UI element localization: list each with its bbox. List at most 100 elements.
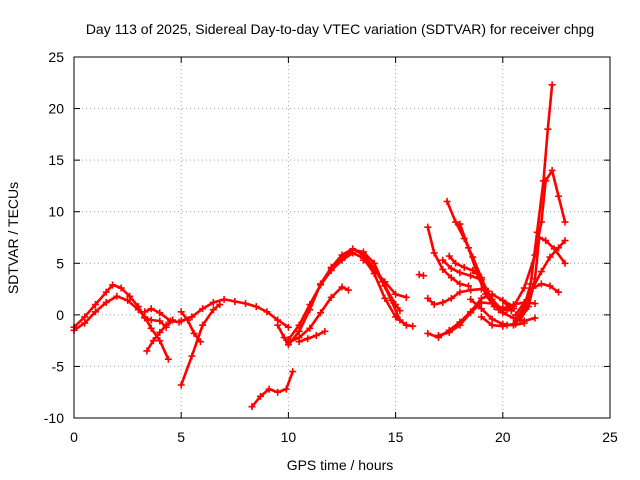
data-point-marker	[141, 308, 149, 316]
data-point-marker	[488, 321, 496, 329]
x-tick-label: 15	[388, 429, 404, 445]
x-tick-label: 0	[70, 429, 78, 445]
data-point-marker	[126, 292, 134, 300]
data-point-marker	[327, 293, 335, 301]
data-point-marker	[477, 313, 485, 321]
data-point-marker	[321, 327, 329, 335]
data-point-marker	[520, 319, 528, 327]
data-point-marker	[477, 305, 485, 313]
data-point-marker	[424, 329, 432, 337]
data-point-marker	[91, 301, 99, 309]
data-point-marker	[338, 254, 346, 262]
data-point-marker	[490, 303, 498, 311]
data-point-marker	[402, 321, 410, 329]
data-point-marker	[295, 338, 303, 346]
data-point-marker	[295, 321, 303, 329]
data-point-marker	[544, 125, 552, 133]
data-point-marker	[134, 306, 142, 314]
data-point-marker	[456, 269, 464, 277]
data-point-marker	[162, 321, 170, 329]
x-axis-label: GPS time / hours	[287, 457, 394, 473]
data-point-marker	[216, 301, 224, 309]
data-point-marker	[467, 286, 475, 294]
data-point-marker	[282, 385, 290, 393]
y-tick-label: 0	[56, 307, 64, 323]
data-point-marker	[257, 392, 265, 400]
data-point-marker	[252, 303, 260, 311]
data-point-marker	[456, 220, 464, 228]
data-point-marker	[424, 294, 432, 302]
data-point-marker	[143, 347, 151, 355]
data-point-marker	[546, 253, 554, 261]
data-point-marker	[409, 322, 417, 330]
data-point-marker	[306, 324, 314, 332]
data-point-marker	[280, 334, 288, 342]
y-tick-label: -5	[52, 358, 65, 374]
data-point-marker	[503, 321, 511, 329]
data-point-marker	[561, 218, 569, 226]
data-point-marker	[546, 282, 554, 290]
data-point-marker	[156, 309, 164, 317]
data-point-marker	[147, 324, 155, 332]
data-point-marker	[529, 284, 537, 292]
data-point-marker	[188, 313, 196, 321]
data-point-marker	[312, 331, 320, 339]
data-point-marker	[381, 294, 389, 302]
data-point-marker	[81, 319, 89, 327]
data-point-marker	[109, 281, 117, 289]
y-tick-label: 20	[48, 101, 64, 117]
data-point-marker	[535, 234, 543, 241]
data-point-marker	[447, 264, 455, 272]
data-point-marker	[520, 298, 528, 306]
data-point-marker	[370, 265, 378, 273]
data-point-marker	[124, 296, 132, 304]
data-point-marker	[439, 298, 447, 306]
data-point-marker	[488, 315, 496, 323]
series-track-8	[250, 370, 295, 409]
data-point-marker	[387, 296, 395, 304]
data-point-marker	[177, 317, 185, 325]
data-point-marker	[512, 320, 520, 328]
data-point-marker	[555, 192, 563, 200]
data-point-marker	[555, 244, 563, 252]
data-point-marker	[525, 303, 533, 311]
data-point-marker	[327, 264, 335, 272]
data-point-marker	[430, 301, 438, 309]
data-point-marker	[199, 305, 207, 313]
data-point-marker	[516, 316, 524, 324]
data-point-marker	[419, 272, 427, 280]
data-point-marker	[467, 295, 475, 303]
y-tick-label: 5	[56, 255, 64, 271]
data-point-marker	[550, 245, 558, 253]
data-point-marker	[447, 294, 455, 302]
data-point-marker	[542, 237, 550, 245]
data-point-marker	[248, 403, 256, 411]
data-point-marker	[274, 388, 282, 396]
data-point-marker	[537, 268, 545, 276]
data-point-marker	[304, 335, 312, 343]
data-point-marker	[477, 298, 485, 306]
data-point-marker	[392, 290, 400, 298]
data-point-marker	[443, 197, 451, 205]
data-point-marker	[209, 306, 217, 314]
data-point-marker	[396, 307, 404, 315]
data-point-marker	[317, 281, 325, 289]
x-tick-label: 25	[602, 429, 618, 445]
data-point-marker	[439, 256, 447, 264]
data-point-marker	[220, 295, 228, 303]
data-point-marker	[467, 272, 475, 280]
data-point-marker	[166, 317, 174, 325]
data-point-marker	[460, 263, 468, 271]
data-point-marker	[467, 309, 475, 317]
data-point-marker	[402, 293, 410, 301]
data-point-marker	[537, 280, 545, 288]
x-tick-label: 10	[281, 429, 297, 445]
data-point-marker	[445, 252, 453, 260]
data-point-marker	[190, 329, 198, 337]
data-point-marker	[156, 328, 164, 336]
data-point-marker	[396, 316, 404, 324]
data-point-marker	[456, 288, 464, 296]
y-axis-label: SDTVAR / TECUs	[5, 182, 21, 294]
data-point-marker	[456, 280, 464, 288]
